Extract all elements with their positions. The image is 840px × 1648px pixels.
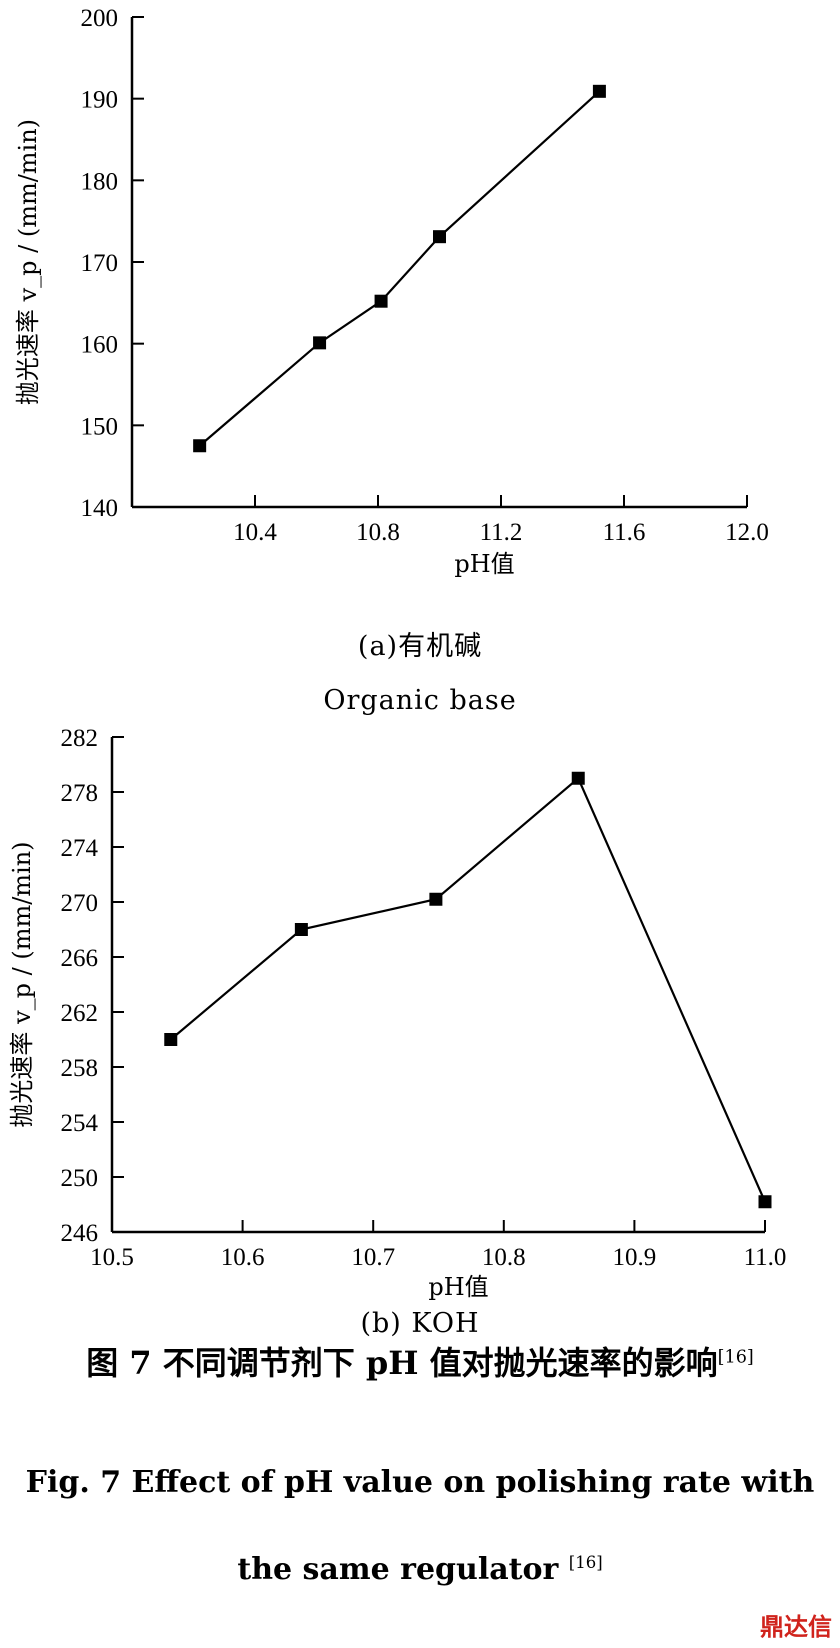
x-tick-label: 10.8 [356, 519, 400, 546]
data-point [164, 1033, 178, 1046]
subtitle-a-en: Organic base [323, 685, 517, 716]
x-tick-label: 12.0 [725, 519, 769, 546]
y-tick-label: 254 [61, 1110, 99, 1137]
y-tick-label: 160 [81, 332, 119, 359]
chart-koh: 246 250 254 258 262 266 270 274 278 282 10.5 10.6 10… [8, 725, 787, 1301]
series-line [198, 90, 601, 447]
y-tick-label: 190 [81, 87, 119, 114]
y-tick-label: 140 [81, 495, 119, 522]
y-tick-label: 250 [61, 1165, 99, 1192]
data-point [313, 336, 327, 350]
x-tick-label: 10.7 [351, 1244, 395, 1271]
y-tick-label: 258 [61, 1055, 99, 1082]
y-tick-label: 270 [61, 890, 99, 917]
y-tick-label: 150 [81, 413, 119, 440]
x-tick-label: 10.9 [613, 1244, 657, 1271]
caption-ref-en: [16] [568, 1553, 603, 1572]
figure-caption-en-1: Fig. 7 Effect of pH value on polishing r… [25, 1465, 815, 1500]
subtitle-a-cn: (a)有机碱 [357, 631, 483, 662]
data-point [294, 923, 308, 936]
y-tick-label: 262 [61, 1000, 99, 1027]
subtitle-b: (b) KOH [360, 1308, 480, 1339]
x-tick-label: 10.4 [233, 519, 277, 546]
data-point [758, 1195, 772, 1209]
y-tick-label: 246 [61, 1220, 99, 1247]
x-tick-label: 10.5 [90, 1244, 134, 1271]
y-tick-label: 200 [81, 5, 119, 32]
watermark-logo: 鼎达信 [760, 1613, 832, 1641]
x-tick-label: 11.2 [480, 519, 523, 546]
x-tick-label: 10.8 [482, 1244, 526, 1271]
y-tick-label: 274 [61, 835, 99, 862]
figure-caption-cn: 图 7 不同调节剂下 pH 值对抛光速率的影响[16] [86, 1344, 754, 1382]
data-point [193, 439, 207, 453]
y-tick-label: 170 [81, 250, 119, 277]
y-axis-label: 抛光速率 v_p / (mm/min) [14, 119, 42, 405]
y-axis-label: 抛光速率 v_p / (mm/min) [8, 841, 36, 1127]
y-tick-label: 278 [61, 780, 99, 807]
y-tick-label: 180 [81, 168, 119, 195]
data-point [592, 84, 606, 98]
data-point [571, 771, 585, 785]
x-tick-label: 11.6 [603, 519, 646, 546]
caption-ref-cn: [16] [717, 1347, 754, 1368]
x-tick-label: 10.6 [221, 1244, 265, 1271]
data-point [374, 294, 388, 308]
data-point [429, 892, 443, 906]
figure-caption-en-2: the same regulator [16] [237, 1552, 603, 1587]
x-axis-label: pH值 [428, 1273, 488, 1301]
y-tick-label: 266 [61, 945, 99, 972]
x-tick-label: 11.0 [744, 1244, 787, 1271]
y-tick-label: 282 [61, 725, 99, 752]
series-line [170, 776, 767, 1203]
data-point [433, 230, 446, 244]
x-axis-label: pH值 [454, 550, 514, 578]
chart-organic-base: 140 150 160 170 180 190 200 10.4 10.8 11.2 11.6 12.… [14, 5, 769, 578]
